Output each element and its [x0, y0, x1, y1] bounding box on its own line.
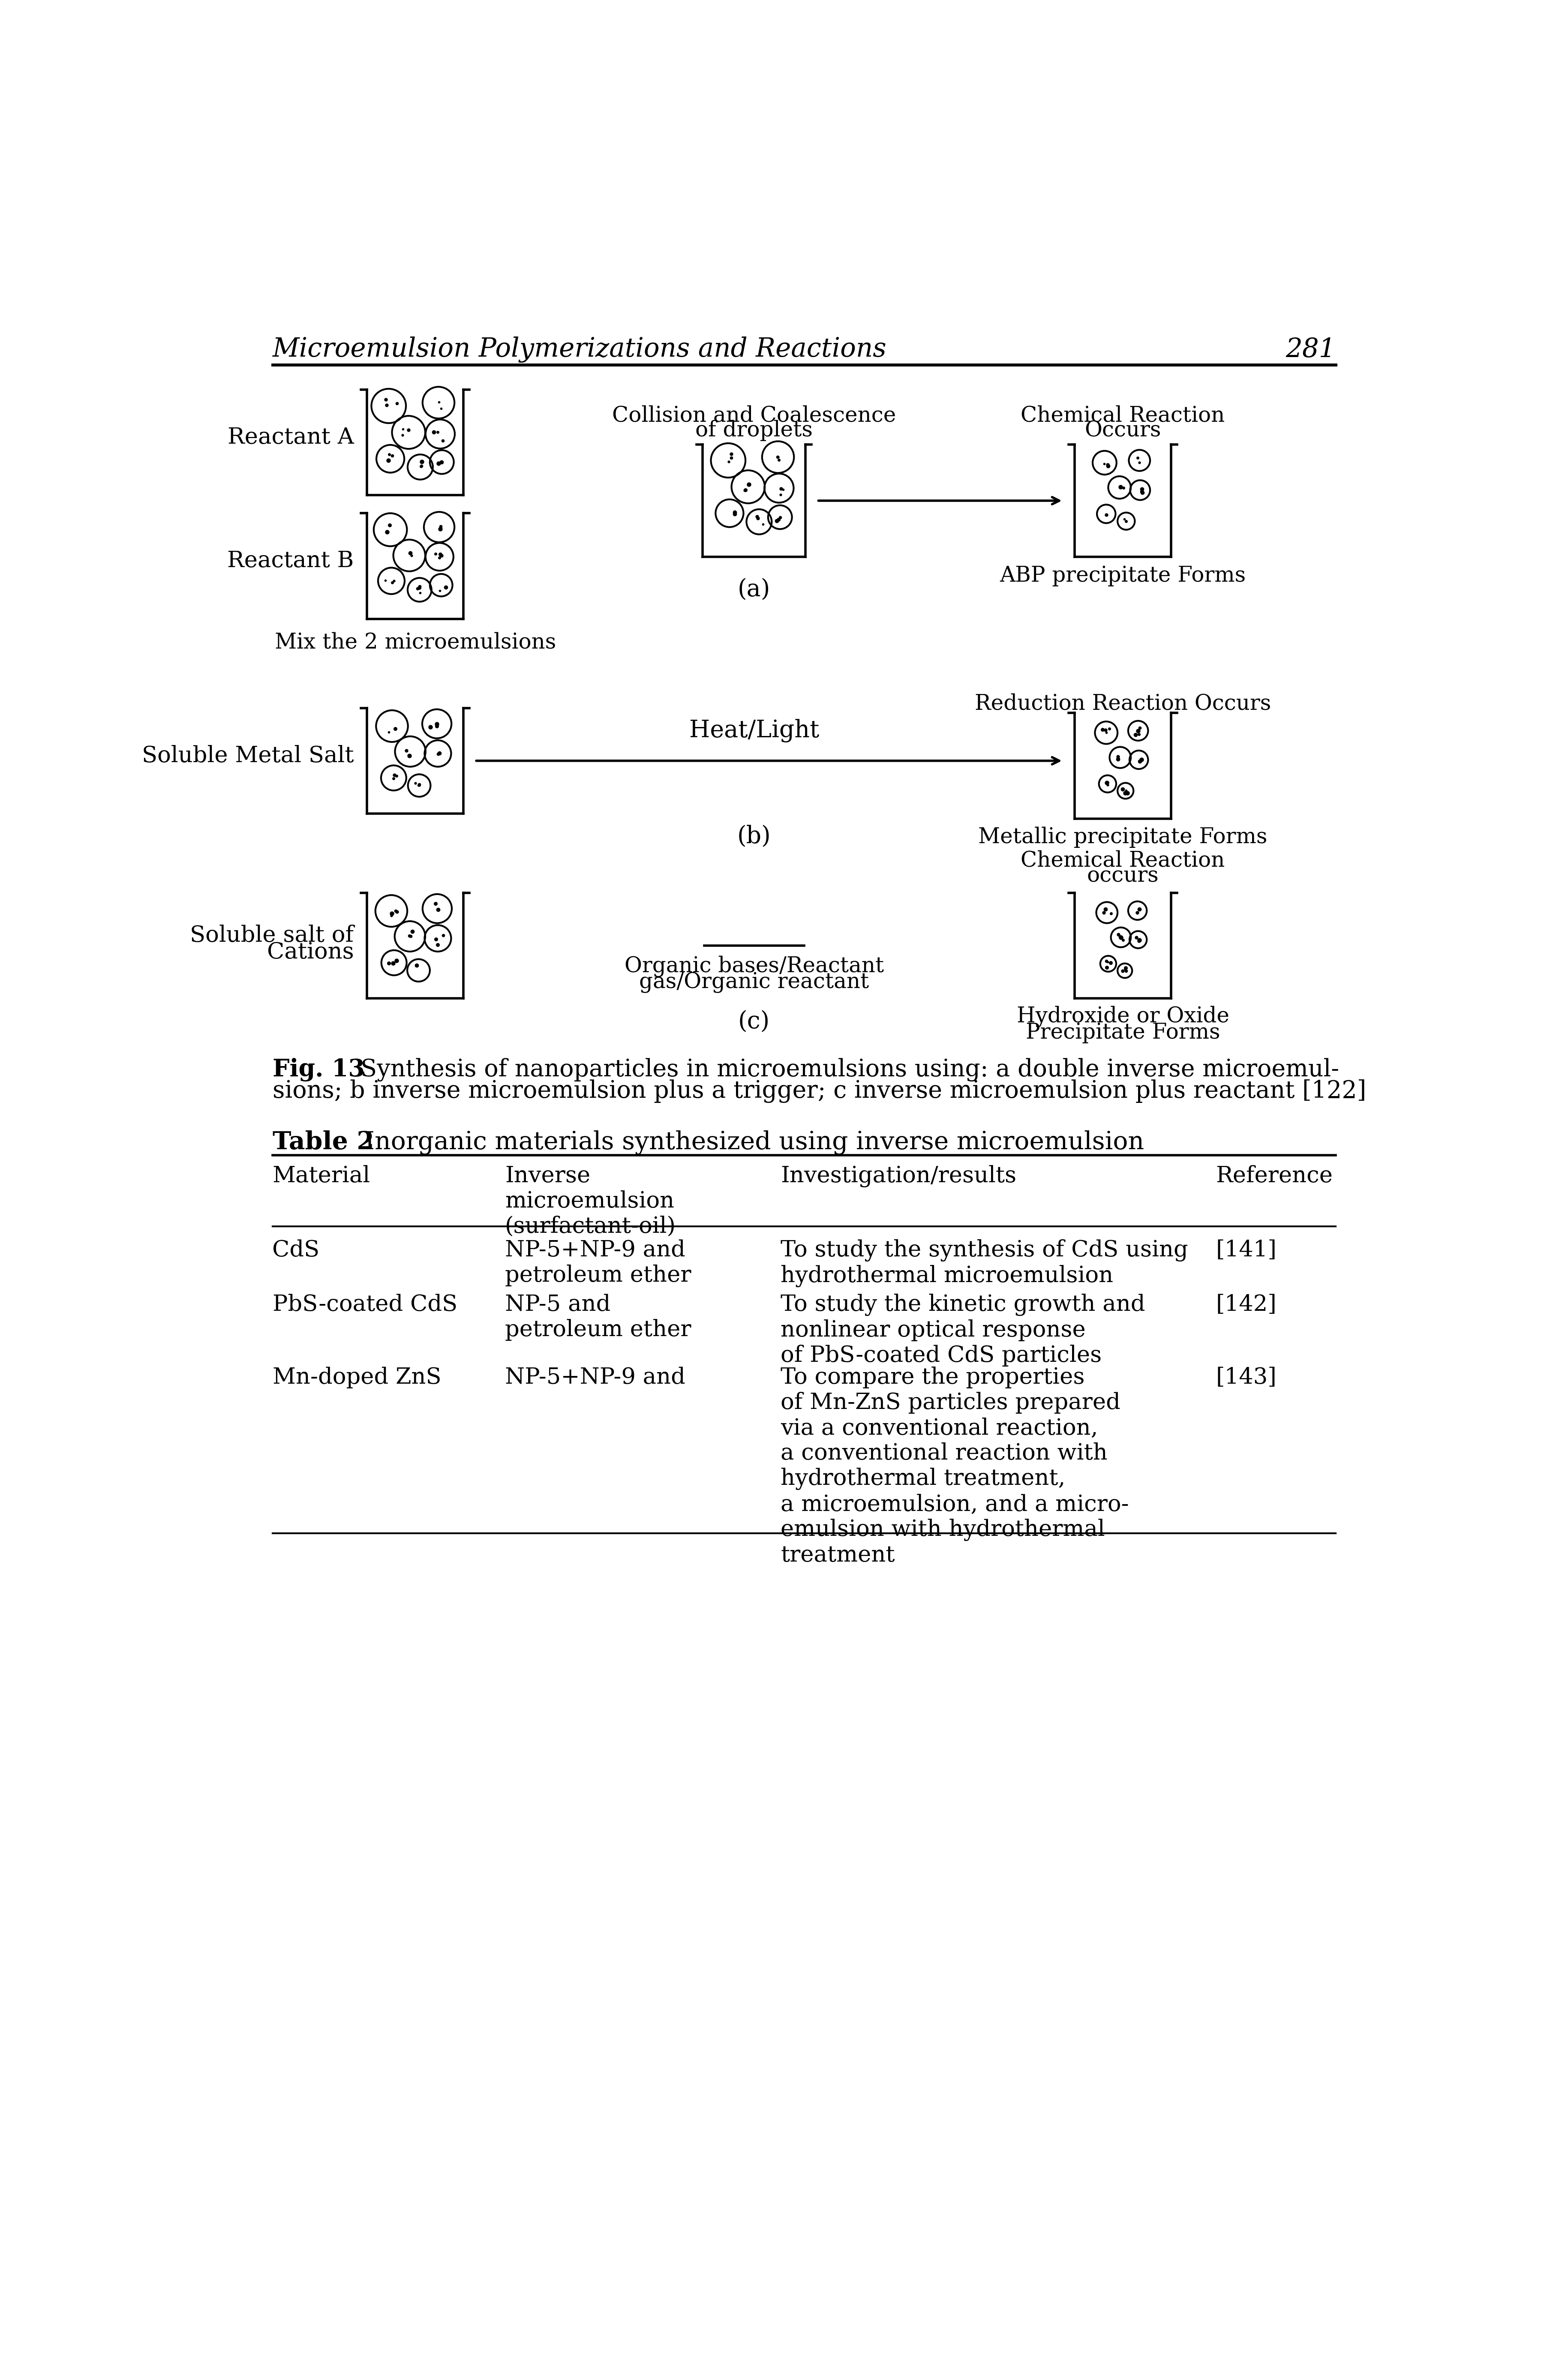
- Text: 281: 281: [1286, 338, 1336, 362]
- Text: To study the synthesis of CdS using
hydrothermal microemulsion: To study the synthesis of CdS using hydr…: [781, 1239, 1189, 1287]
- Text: (b): (b): [737, 826, 771, 849]
- Text: Reactant B: Reactant B: [227, 550, 354, 571]
- Text: (a): (a): [737, 578, 770, 602]
- Text: CdS: CdS: [273, 1239, 320, 1261]
- Text: [143]: [143]: [1215, 1366, 1276, 1389]
- Text: (c): (c): [739, 1011, 770, 1032]
- Text: NP-5 and
petroleum ether: NP-5 and petroleum ether: [505, 1294, 691, 1342]
- Text: Material: Material: [273, 1166, 370, 1187]
- Text: Precipitate Forms: Precipitate Forms: [1025, 1023, 1220, 1044]
- Text: Investigation/results: Investigation/results: [781, 1166, 1016, 1187]
- Text: NP-5+NP-9 and
petroleum ether: NP-5+NP-9 and petroleum ether: [505, 1239, 691, 1287]
- Text: PbS-coated CdS: PbS-coated CdS: [273, 1294, 458, 1316]
- Text: Mix the 2 microemulsions: Mix the 2 microemulsions: [274, 633, 557, 654]
- Text: Synthesis of nanoparticles in microemulsions using: a double inverse microemul-: Synthesis of nanoparticles in microemuls…: [345, 1059, 1339, 1082]
- Text: Mn-doped ZnS: Mn-doped ZnS: [273, 1366, 441, 1389]
- Text: Inverse
microemulsion
(surfactant-oil): Inverse microemulsion (surfactant-oil): [505, 1166, 676, 1237]
- Text: occurs: occurs: [1087, 866, 1159, 887]
- Text: Reduction Reaction Occurs: Reduction Reaction Occurs: [975, 692, 1272, 714]
- Text: [142]: [142]: [1215, 1294, 1276, 1316]
- Text: Inorganic materials synthesized using inverse microemulsion: Inorganic materials synthesized using in…: [348, 1130, 1145, 1154]
- Text: Occurs: Occurs: [1085, 421, 1162, 440]
- Text: gas/Organic reactant: gas/Organic reactant: [640, 973, 869, 992]
- Text: To compare the properties
of Mn-ZnS particles prepared
via a conventional reacti: To compare the properties of Mn-ZnS part…: [781, 1366, 1129, 1565]
- Text: sions; b inverse microemulsion plus a trigger; c inverse microemulsion plus reac: sions; b inverse microemulsion plus a tr…: [273, 1080, 1366, 1104]
- Text: Organic bases/Reactant: Organic bases/Reactant: [624, 956, 884, 978]
- Text: [141]: [141]: [1215, 1239, 1276, 1261]
- Text: Soluble Metal Salt: Soluble Metal Salt: [141, 745, 354, 766]
- Text: Hydroxide or Oxide: Hydroxide or Oxide: [1016, 1006, 1229, 1028]
- Text: Chemical Reaction: Chemical Reaction: [1021, 849, 1225, 871]
- Text: Cations: Cations: [267, 942, 354, 963]
- Text: of droplets: of droplets: [695, 421, 812, 440]
- Text: Collision and Coalescence: Collision and Coalescence: [612, 404, 895, 426]
- Text: ABP precipitate Forms: ABP precipitate Forms: [1000, 566, 1247, 585]
- Text: Chemical Reaction: Chemical Reaction: [1021, 404, 1225, 426]
- Text: Reference: Reference: [1215, 1166, 1333, 1187]
- Text: To study the kinetic growth and
nonlinear optical response
of PbS-coated CdS par: To study the kinetic growth and nonlinea…: [781, 1294, 1145, 1366]
- Text: Reactant A: Reactant A: [227, 426, 354, 447]
- Text: Metallic precipitate Forms: Metallic precipitate Forms: [978, 828, 1267, 847]
- Text: NP-5+NP-9 and: NP-5+NP-9 and: [505, 1366, 685, 1389]
- Text: Fig. 13: Fig. 13: [273, 1059, 365, 1082]
- Text: Microemulsion Polymerizations and Reactions: Microemulsion Polymerizations and Reacti…: [273, 338, 886, 362]
- Text: Heat/Light: Heat/Light: [688, 718, 818, 742]
- Text: Soluble salt of: Soluble salt of: [190, 925, 354, 947]
- Text: Table 2: Table 2: [273, 1130, 373, 1154]
